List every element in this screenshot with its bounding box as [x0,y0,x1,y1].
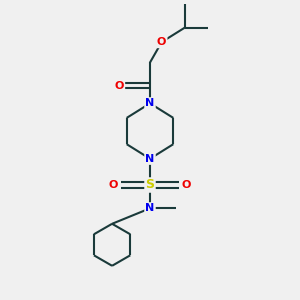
Text: O: O [182,180,191,190]
Text: N: N [146,98,154,108]
Text: O: O [109,180,118,190]
Text: O: O [157,37,166,47]
Text: N: N [146,203,154,213]
Text: O: O [115,81,124,91]
Text: N: N [146,154,154,164]
Text: S: S [146,178,154,191]
